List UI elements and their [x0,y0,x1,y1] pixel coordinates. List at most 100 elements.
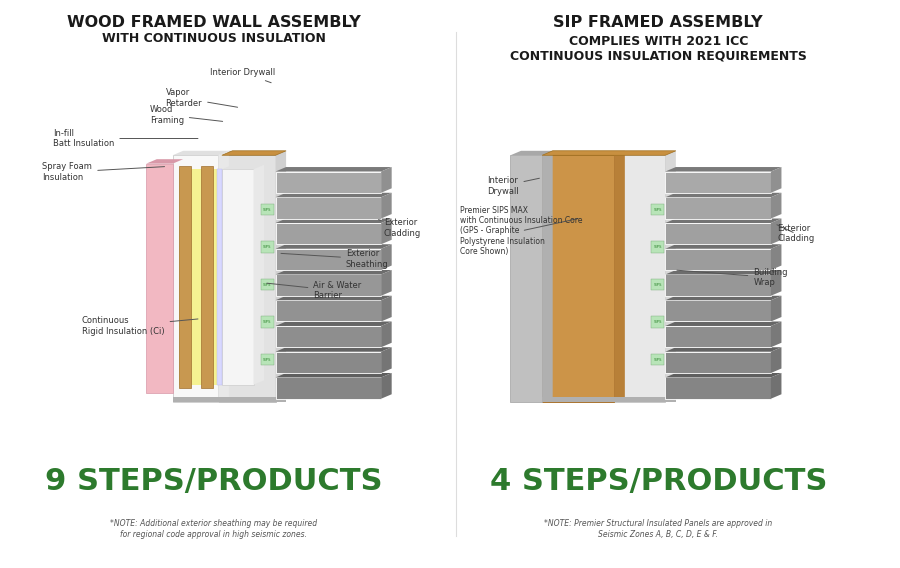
Polygon shape [275,193,392,197]
Text: WOOD FRAMED WALL ASSEMBLY: WOOD FRAMED WALL ASSEMBLY [68,15,361,30]
Polygon shape [217,169,222,385]
Text: SIPS: SIPS [653,245,662,249]
Polygon shape [652,279,664,290]
Text: In-fill
Batt Insulation: In-fill Batt Insulation [53,129,198,148]
Polygon shape [510,155,542,402]
Text: SIPS: SIPS [653,207,662,211]
Text: Continuous
Rigid Insulation (Ci): Continuous Rigid Insulation (Ci) [82,316,198,336]
Polygon shape [275,219,392,223]
Text: SIPS: SIPS [263,207,272,211]
Polygon shape [771,219,781,244]
Polygon shape [381,167,392,193]
Polygon shape [542,397,676,402]
Polygon shape [652,316,664,328]
Polygon shape [275,223,381,244]
Polygon shape [615,151,625,402]
Polygon shape [275,300,381,321]
Polygon shape [665,244,781,249]
Polygon shape [652,354,664,365]
Polygon shape [665,300,771,321]
Polygon shape [261,316,274,328]
Text: Air & Water
Barrier: Air & Water Barrier [267,281,362,300]
Polygon shape [665,172,771,193]
Text: Exterior
Sheathing: Exterior Sheathing [281,249,389,269]
Polygon shape [179,169,219,385]
Polygon shape [222,165,264,169]
Polygon shape [173,151,229,155]
Text: SIPS: SIPS [653,282,662,287]
Polygon shape [275,172,381,193]
Polygon shape [261,279,274,290]
Polygon shape [173,397,286,402]
Polygon shape [771,244,781,270]
Polygon shape [275,197,381,219]
Text: Interior
Drywall: Interior Drywall [487,176,539,196]
Text: *NOTE: Additional exterior sheathing may be required
for regional code approval : *NOTE: Additional exterior sheathing may… [111,519,318,539]
Polygon shape [665,378,771,399]
Polygon shape [275,249,381,270]
Polygon shape [275,326,381,347]
Polygon shape [652,204,664,215]
Polygon shape [222,169,254,385]
Polygon shape [381,270,392,296]
Text: SIPS: SIPS [263,320,272,324]
Text: 4 STEPS/PRODUCTS: 4 STEPS/PRODUCTS [490,466,827,495]
Text: Vapor
Retarder: Vapor Retarder [166,89,238,108]
Text: SIPS: SIPS [263,282,272,287]
Text: 9 STEPS/PRODUCTS: 9 STEPS/PRODUCTS [45,466,382,495]
Polygon shape [275,244,392,249]
Text: *NOTE: Premier Structural Insulated Panels are approved in
Seismic Zones A, B, C: *NOTE: Premier Structural Insulated Pane… [544,519,772,539]
Polygon shape [275,373,392,378]
Polygon shape [665,274,771,296]
Polygon shape [275,296,392,300]
Polygon shape [261,354,274,365]
Text: SIPS: SIPS [653,357,662,362]
Polygon shape [179,166,191,387]
Polygon shape [275,151,286,402]
Polygon shape [222,151,286,155]
Text: Spray Foam
Insulation: Spray Foam Insulation [42,162,165,182]
Polygon shape [665,321,781,326]
Text: Exterior
Cladding: Exterior Cladding [777,224,815,243]
Polygon shape [275,378,381,399]
Polygon shape [771,347,781,373]
Polygon shape [542,151,553,402]
Polygon shape [275,270,392,274]
Polygon shape [665,373,781,378]
Polygon shape [381,193,392,219]
Polygon shape [665,352,771,373]
Polygon shape [254,165,264,385]
Text: SIPS: SIPS [263,357,272,362]
Polygon shape [771,296,781,321]
Polygon shape [665,219,781,223]
Polygon shape [261,204,274,215]
Polygon shape [665,151,676,402]
Text: Exterior
Cladding: Exterior Cladding [379,218,421,238]
Polygon shape [381,219,392,244]
Polygon shape [665,296,781,300]
Polygon shape [146,164,173,393]
Polygon shape [261,241,274,253]
Polygon shape [275,321,392,326]
Polygon shape [652,241,664,253]
Polygon shape [665,270,781,274]
Polygon shape [381,296,392,321]
Text: WITH CONTINUOUS INSULATION: WITH CONTINUOUS INSULATION [102,32,326,45]
Polygon shape [542,155,615,402]
Polygon shape [665,193,781,197]
Polygon shape [771,270,781,296]
Polygon shape [381,244,392,270]
Polygon shape [275,274,381,296]
Polygon shape [219,151,286,155]
Polygon shape [665,197,771,219]
Text: COMPLIES WITH 2021 ICC
CONTINUOUS INSULATION REQUIREMENTS: COMPLIES WITH 2021 ICC CONTINUOUS INSULA… [509,35,806,63]
Text: SIPS: SIPS [653,320,662,324]
Polygon shape [275,347,392,352]
Polygon shape [275,352,381,373]
Polygon shape [615,151,676,155]
Polygon shape [771,373,781,399]
Text: SIP FRAMED ASSEMBLY: SIP FRAMED ASSEMBLY [554,15,763,30]
Polygon shape [771,167,781,193]
Polygon shape [146,159,184,164]
Text: Interior Drywall: Interior Drywall [210,68,274,83]
